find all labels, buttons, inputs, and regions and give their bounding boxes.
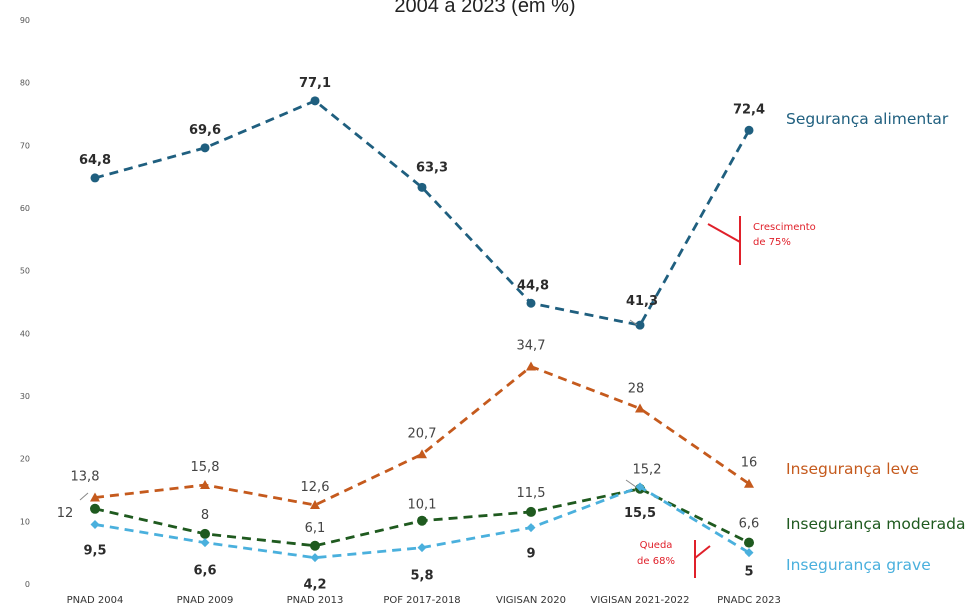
data-label: 9,5 <box>83 543 106 558</box>
x-tick-label: PNAD 2013 <box>287 595 344 606</box>
data-label: 20,7 <box>408 426 437 441</box>
data-label: 5,8 <box>410 569 433 584</box>
data-point <box>744 125 754 135</box>
data-label: 41,3 <box>626 294 658 309</box>
callout-line <box>629 319 638 326</box>
data-point <box>310 540 320 551</box>
data-point <box>417 543 427 553</box>
y-tick-label: 80 <box>20 79 30 88</box>
data-label: 16 <box>741 456 758 471</box>
annotation-bracket <box>694 545 711 559</box>
data-point <box>417 515 427 526</box>
data-label: 13,8 <box>71 470 100 485</box>
data-point <box>417 182 427 192</box>
data-point <box>310 500 320 510</box>
data-point <box>744 548 754 558</box>
data-label: 8 <box>201 508 209 523</box>
data-label: 6,6 <box>193 564 216 579</box>
data-point <box>744 478 754 488</box>
legend-label: Insegurança moderada <box>786 515 965 533</box>
data-point <box>635 320 645 330</box>
data-point <box>310 553 320 563</box>
y-tick-label: 90 <box>20 16 30 25</box>
data-label: 15,2 <box>633 463 662 478</box>
x-tick-label: PNAD 2004 <box>67 595 124 606</box>
y-tick-label: 20 <box>20 455 30 464</box>
data-point <box>90 503 100 514</box>
x-tick-label: PNADC 2023 <box>717 595 781 606</box>
data-point <box>526 361 536 371</box>
data-label: 6,6 <box>739 517 760 532</box>
data-point <box>744 537 754 548</box>
data-label: 6,1 <box>305 521 326 536</box>
data-point <box>90 519 100 529</box>
data-point <box>200 528 210 539</box>
data-point <box>635 403 645 413</box>
y-tick-label: 70 <box>20 141 30 150</box>
data-point <box>310 96 320 106</box>
legend-label: Insegurança leve <box>786 460 919 478</box>
data-point <box>90 173 100 183</box>
data-label: 9 <box>526 547 535 562</box>
data-point <box>417 449 427 459</box>
data-point <box>635 482 645 492</box>
data-label: 12,6 <box>301 480 330 495</box>
data-label: 69,6 <box>189 123 221 138</box>
y-tick-label: 0 <box>25 580 30 589</box>
data-label: 5 <box>744 565 753 580</box>
legend-label: Segurança alimentar <box>786 110 949 128</box>
data-label: 72,4 <box>733 102 765 117</box>
data-label: 64,8 <box>79 153 111 168</box>
legend-label: Insegurança grave <box>786 556 931 574</box>
annotation-text: Crescimento <box>753 222 816 233</box>
y-tick-label: 10 <box>20 517 30 526</box>
callout-line <box>625 479 637 488</box>
annotation-text: de 68% <box>637 556 675 567</box>
data-label: 77,1 <box>299 76 331 91</box>
y-tick-label: 30 <box>20 392 30 401</box>
data-label: 12 <box>57 506 74 521</box>
data-label: 10,1 <box>408 498 437 513</box>
data-point <box>526 298 536 308</box>
annotation-text: Queda <box>640 540 673 551</box>
data-point <box>526 523 536 533</box>
x-tick-label: PNAD 2009 <box>177 595 234 606</box>
callout-line <box>79 492 89 501</box>
data-label: 63,3 <box>416 160 448 175</box>
data-point <box>200 479 210 489</box>
data-label: 15,8 <box>191 460 220 475</box>
data-label: 44,8 <box>517 278 549 293</box>
data-label: 4,2 <box>303 578 326 593</box>
annotation-text: de 75% <box>753 237 791 248</box>
y-tick-label: 50 <box>20 267 30 276</box>
data-point <box>200 538 210 548</box>
y-tick-label: 40 <box>20 329 30 338</box>
data-point <box>90 492 100 502</box>
data-point <box>526 506 536 517</box>
data-label: 28 <box>628 382 645 397</box>
x-tick-label: POF 2017-2018 <box>383 595 460 606</box>
data-label: 15,5 <box>624 506 656 521</box>
annotation-bracket <box>707 223 741 243</box>
y-tick-label: 60 <box>20 204 30 213</box>
x-tick-label: VIGISAN 2021-2022 <box>590 595 689 606</box>
chart-title: 2004 a 2023 (em %) <box>394 0 575 17</box>
data-label: 34,7 <box>517 339 546 354</box>
data-label: 11,5 <box>517 486 546 501</box>
data-point <box>200 143 210 153</box>
x-tick-label: VIGISAN 2020 <box>496 595 566 606</box>
